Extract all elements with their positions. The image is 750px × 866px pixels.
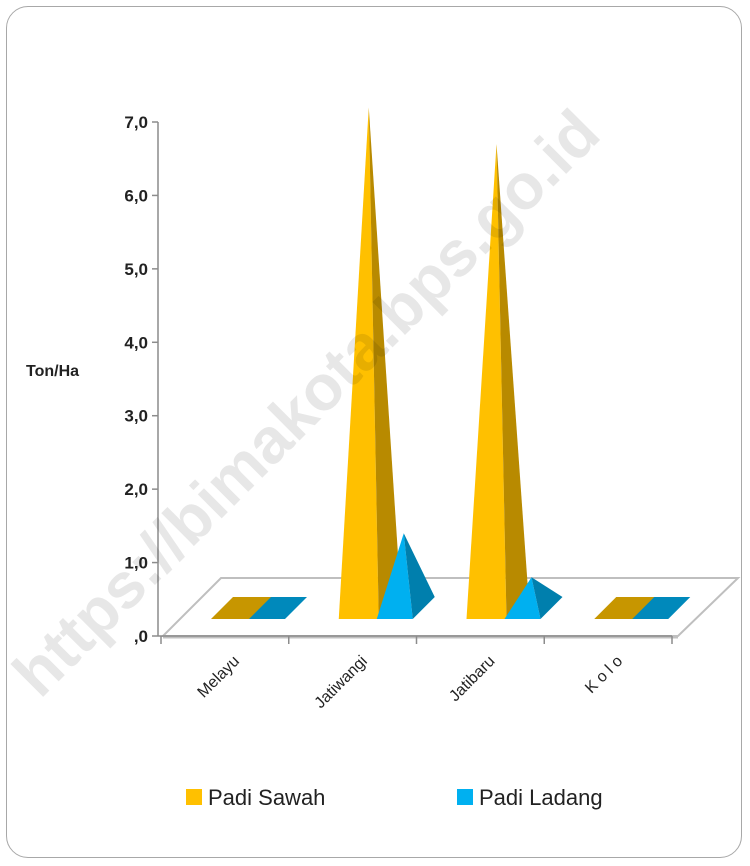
bars (211, 107, 691, 620)
bar-side-face (403, 533, 435, 619)
legend-label: Padi Ladang (479, 785, 603, 810)
bar-side-face (496, 144, 529, 619)
bar-padi-ladang-jatiwangi (376, 533, 413, 619)
x-tick-label: Jatiwangi (312, 653, 371, 712)
bar-padi-sawah-jatiwangi (338, 107, 379, 620)
bar-padi-ladang-melayu (249, 597, 307, 619)
legend-swatch (186, 789, 202, 805)
y-tick-label: 6,0 (124, 186, 148, 205)
y-tick-label: 1,0 (124, 554, 148, 573)
y-tick-label: 5,0 (124, 260, 148, 279)
bar-padi-ladang-jatibaru (504, 577, 541, 619)
bar-side-face (531, 577, 563, 619)
y-axis-label: Ton/Ha (26, 363, 79, 380)
legend-swatch (457, 789, 473, 805)
y-tick-label: 4,0 (124, 333, 148, 352)
y-tick-label: ,0 (134, 627, 148, 646)
bar-padi-sawah-kolo (594, 597, 657, 619)
bar-padi-sawah-melayu (211, 597, 273, 619)
x-tick-label: K o l o (582, 653, 626, 697)
x-tick-label: Jatibaru (446, 653, 498, 705)
x-axis-labels: Melayu Jatiwangi Jatibaru K o l o (195, 653, 627, 712)
legend-label: Padi Sawah (208, 785, 325, 810)
bar-padi-sawah-jatibaru (466, 144, 507, 619)
x-tick-label: Melayu (195, 653, 243, 701)
y-axis: 7,0 6,0 5,0 4,0 3,0 2,0 1,0 ,0 (124, 113, 673, 646)
y-tick-label: 7,0 (124, 113, 148, 132)
bar-side-face (368, 107, 401, 620)
y-tick-label: 3,0 (124, 407, 148, 426)
bar-padi-ladang-kolo (632, 597, 691, 619)
legend: Padi Sawah Padi Ladang (186, 785, 603, 810)
y-tick-label: 2,0 (124, 480, 148, 499)
